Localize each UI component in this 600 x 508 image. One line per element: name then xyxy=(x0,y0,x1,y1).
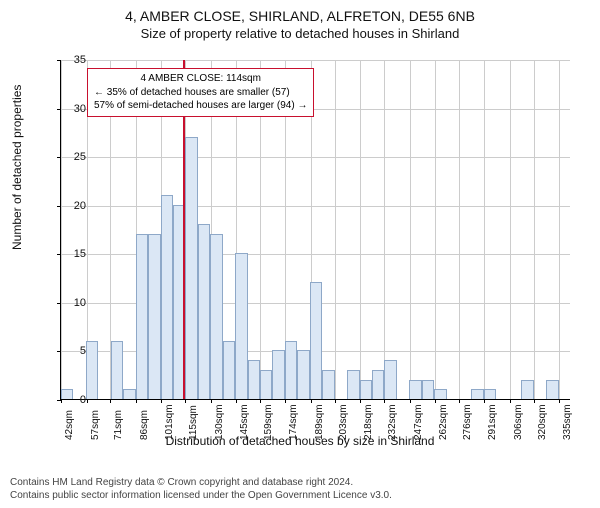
gridline-h xyxy=(61,60,570,61)
histogram-bar xyxy=(297,350,309,399)
y-tick-label: 25 xyxy=(62,151,86,163)
x-tick-label: 57sqm xyxy=(90,410,101,440)
histogram-bar xyxy=(235,253,247,399)
y-tick-label: 0 xyxy=(62,394,86,406)
histogram-bar xyxy=(198,224,210,399)
x-tick-label: 145sqm xyxy=(239,404,250,440)
histogram-bar xyxy=(484,389,496,399)
histogram-bar xyxy=(546,380,558,399)
gridline-v xyxy=(435,60,436,399)
gridline-h xyxy=(61,206,570,207)
x-tick-label: 247sqm xyxy=(413,404,424,440)
gridline-h xyxy=(61,157,570,158)
x-tick-label: 218sqm xyxy=(363,404,374,440)
gridline-v xyxy=(360,60,361,399)
histogram-bar xyxy=(285,341,297,399)
histogram-bar xyxy=(310,282,322,399)
x-tick-label: 291sqm xyxy=(487,404,498,440)
x-tick-label: 159sqm xyxy=(263,404,274,440)
x-tick-label: 335sqm xyxy=(562,404,573,440)
chart-container: Number of detached properties 4 AMBER CL… xyxy=(0,50,600,450)
footnote: Contains HM Land Registry data © Crown c… xyxy=(10,477,392,502)
page-subtitle: Size of property relative to detached ho… xyxy=(0,26,600,41)
histogram-bar xyxy=(223,341,235,399)
y-tick-label: 20 xyxy=(62,200,86,212)
y-tick-label: 30 xyxy=(62,103,86,115)
gridline-v xyxy=(510,60,511,399)
histogram-bar xyxy=(360,380,372,399)
x-tick-label: 203sqm xyxy=(338,404,349,440)
y-tick-label: 5 xyxy=(62,345,86,357)
x-tick-label: 174sqm xyxy=(288,404,299,440)
callout-line: ← 35% of detached houses are smaller (57… xyxy=(94,86,307,100)
gridline-v xyxy=(484,60,485,399)
callout-box: 4 AMBER CLOSE: 114sqm← 35% of detached h… xyxy=(87,68,314,117)
gridline-v xyxy=(335,60,336,399)
histogram-bar xyxy=(161,195,173,399)
x-tick-label: 276sqm xyxy=(462,404,473,440)
x-tick-label: 320sqm xyxy=(537,404,548,440)
histogram-bar xyxy=(272,350,284,399)
gridline-v xyxy=(534,60,535,399)
histogram-bar xyxy=(136,234,148,399)
gridline-v xyxy=(384,60,385,399)
histogram-bar xyxy=(471,389,483,399)
histogram-bar xyxy=(148,234,160,399)
x-tick-label: 71sqm xyxy=(113,410,124,440)
y-tick-label: 10 xyxy=(62,297,86,309)
histogram-bar xyxy=(86,341,98,399)
histogram-bar xyxy=(185,137,197,399)
callout-line: 4 AMBER CLOSE: 114sqm xyxy=(94,72,307,86)
callout-line: 57% of semi-detached houses are larger (… xyxy=(94,99,307,113)
x-tick-label: 115sqm xyxy=(188,405,199,440)
gridline-v xyxy=(459,60,460,399)
histogram-bar xyxy=(260,370,272,399)
histogram-bar xyxy=(248,360,260,399)
x-tick-label: 130sqm xyxy=(214,404,225,440)
histogram-bar xyxy=(123,389,135,399)
histogram-bar xyxy=(384,360,396,399)
x-tick-label: 232sqm xyxy=(387,404,398,440)
x-tick-label: 306sqm xyxy=(513,404,524,440)
footnote-line-2: Contains public sector information licen… xyxy=(10,490,392,501)
page-title: 4, AMBER CLOSE, SHIRLAND, ALFRETON, DE55… xyxy=(0,8,600,24)
histogram-bar xyxy=(322,370,334,399)
x-tick-label: 189sqm xyxy=(314,404,325,440)
gridline-v xyxy=(410,60,411,399)
x-tick-label: 101sqm xyxy=(164,404,175,440)
histogram-bar xyxy=(409,380,421,399)
x-tick-label: 262sqm xyxy=(438,404,449,440)
footnote-line-1: Contains HM Land Registry data © Crown c… xyxy=(10,477,353,488)
x-tick-label: 42sqm xyxy=(64,410,75,440)
histogram-bar xyxy=(210,234,222,399)
plot-area: 4 AMBER CLOSE: 114sqm← 35% of detached h… xyxy=(60,60,570,400)
histogram-bar xyxy=(111,341,123,399)
histogram-bar xyxy=(372,370,384,399)
y-tick-label: 15 xyxy=(62,248,86,260)
histogram-bar xyxy=(347,370,359,399)
x-tick-label: 86sqm xyxy=(139,410,150,440)
histogram-bar xyxy=(422,380,434,399)
histogram-bar xyxy=(521,380,533,399)
y-axis-label: Number of detached properties xyxy=(10,85,24,250)
histogram-bar xyxy=(434,389,446,399)
y-tick-label: 35 xyxy=(62,54,86,66)
gridline-v xyxy=(559,60,560,399)
